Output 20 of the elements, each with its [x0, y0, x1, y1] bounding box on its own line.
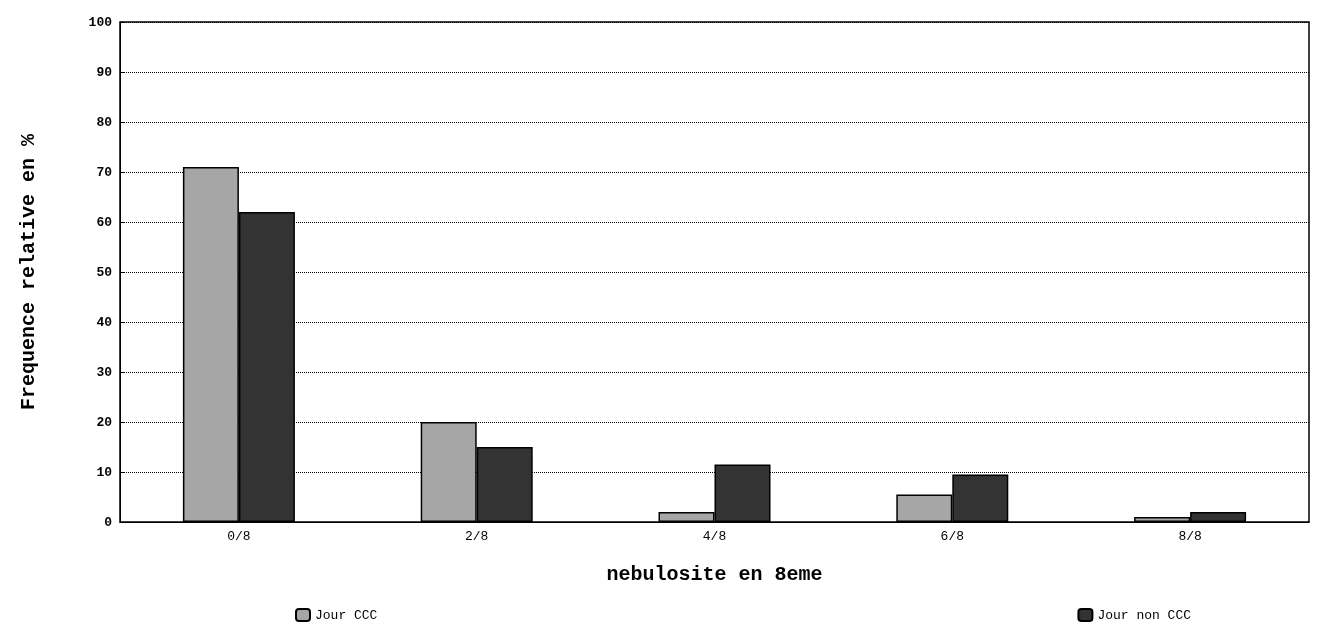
x-tick-label: 0/8 — [227, 529, 251, 544]
legend-label: Jour CCC — [315, 607, 378, 623]
y-tick-label: 80 — [96, 114, 113, 130]
y-tick-label: 10 — [96, 464, 113, 480]
y-tick-label: 30 — [96, 364, 113, 380]
x-tick-label: 8/8 — [1178, 529, 1202, 544]
y-tick-label: 100 — [88, 14, 113, 30]
y-axis-title: Frequence relative en % — [16, 132, 40, 411]
y-tick-label: 20 — [96, 414, 113, 430]
y-tick-label: 90 — [96, 64, 113, 80]
y-tick-label: 40 — [96, 314, 113, 330]
y-tick-label: 50 — [96, 264, 113, 280]
legend-label: Jour non CCC — [1097, 607, 1192, 623]
x-tick-label: 6/8 — [940, 529, 964, 544]
x-tick-label: 2/8 — [465, 529, 489, 544]
y-tick-label: 60 — [96, 214, 113, 230]
x-axis-title: nebulosite en 8eme — [606, 562, 823, 586]
y-tick-label: 70 — [96, 164, 113, 180]
x-tick-label: 4/8 — [702, 529, 727, 544]
y-tick-label: 0 — [104, 514, 113, 530]
